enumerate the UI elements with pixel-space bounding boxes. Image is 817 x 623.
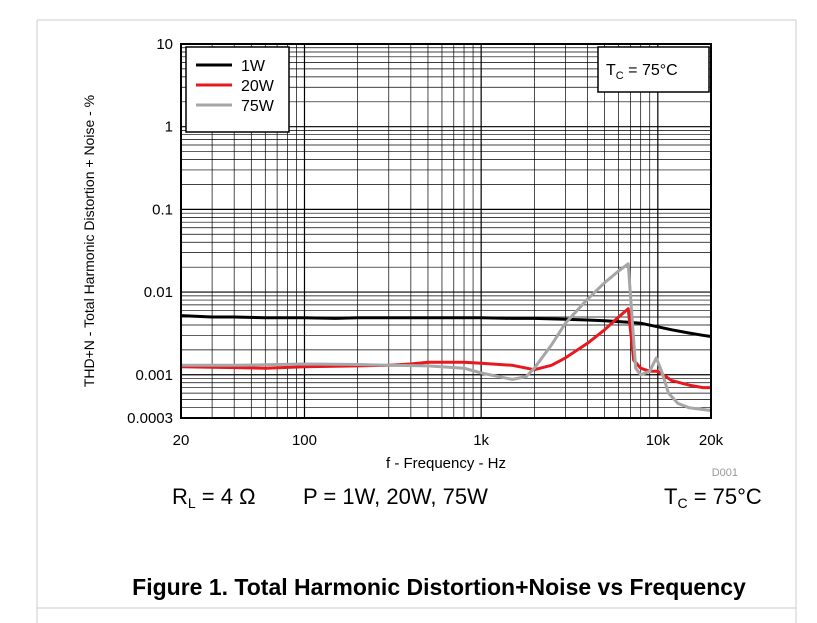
x-tick-label: 10k bbox=[646, 432, 671, 449]
legend-label-20w: 20W bbox=[241, 78, 275, 95]
plot-border bbox=[180, 43, 712, 419]
annotation-subscript: C bbox=[616, 70, 624, 82]
annotation-text: TC = 75°C bbox=[606, 62, 678, 82]
load-resistance-condition: RL = 4 Ω bbox=[172, 484, 256, 511]
x-tick-labels: 20 100 1k 10k 20k bbox=[173, 432, 724, 449]
annotation-symbol: T bbox=[606, 62, 616, 79]
y-tick-label: 0.001 bbox=[135, 367, 173, 384]
tc-value: = 75°C bbox=[687, 484, 762, 509]
y-tick-labels: 10 1 0.1 0.01 0.001 0.0003 bbox=[127, 36, 173, 427]
x-tick-label: 20 bbox=[173, 432, 190, 449]
series-line-75w bbox=[181, 262, 712, 412]
tc-symbol: T bbox=[664, 484, 678, 509]
legend-box bbox=[185, 46, 290, 133]
legend-label-75w: 75W bbox=[241, 98, 275, 115]
y-tick-label: 0.1 bbox=[152, 201, 173, 218]
thd-chart: 10 1 0.1 0.01 0.001 0.0003 20 100 1k 10k 20k f - … bbox=[81, 36, 738, 479]
legend-label-1w: 1W bbox=[241, 58, 266, 75]
y-axis-label: THD+N - Total Harmonic Distortion + Nois… bbox=[81, 95, 97, 387]
figure-id: D001 bbox=[712, 467, 738, 479]
rl-value: = 4 Ω bbox=[195, 484, 256, 509]
annotation-value: = 75°C bbox=[624, 62, 678, 79]
x-tick-label: 100 bbox=[292, 432, 317, 449]
chart-series bbox=[180, 262, 712, 412]
figure-title: Figure 1. Total Harmonic Distortion+Nois… bbox=[132, 574, 746, 600]
rl-subscript: L bbox=[187, 495, 196, 511]
case-temperature-condition: TC = 75°C bbox=[664, 484, 762, 511]
series-line-1w bbox=[180, 314, 712, 338]
x-tick-label: 1k bbox=[473, 432, 489, 449]
y-tick-label: 10 bbox=[156, 36, 173, 53]
power-condition: P = 1W, 20W, 75W bbox=[303, 484, 488, 509]
annotation-box bbox=[597, 46, 710, 93]
y-tick-label: 0.0003 bbox=[127, 410, 173, 427]
y-tick-label: 1 bbox=[165, 119, 173, 136]
legend: 1W 20W 75W bbox=[185, 46, 290, 133]
tc-subscript: C bbox=[677, 495, 688, 511]
x-tick-label: 20k bbox=[699, 432, 724, 449]
x-axis-label: f - Frequency - Hz bbox=[386, 455, 506, 472]
rl-symbol: R bbox=[172, 484, 188, 509]
y-tick-label: 0.01 bbox=[144, 284, 173, 301]
tc-annotation-box: TC = 75°C bbox=[597, 46, 710, 93]
